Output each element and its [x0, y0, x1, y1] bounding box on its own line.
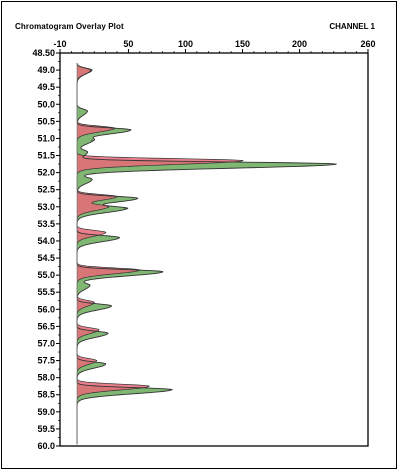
y-tick-label: 59.0: [37, 407, 55, 417]
x-tick-label: -10: [53, 39, 66, 49]
peak-point-red: [148, 385, 150, 387]
channel-label: CHANNEL 1: [329, 22, 375, 31]
peak-point-red: [95, 359, 98, 362]
series-green-line: [76, 63, 337, 445]
peak-point-green: [136, 197, 139, 199]
peak-point-green: [124, 207, 126, 210]
peak-point-green: [86, 151, 88, 153]
x-tick-label: 100: [178, 39, 193, 49]
y-tick-label: 54.0: [37, 236, 55, 246]
peak-point-green: [335, 163, 337, 165]
peak-point-red: [116, 195, 118, 198]
series-red-area: [77, 63, 243, 445]
y-tick-label: 59.5: [37, 424, 55, 434]
y-tick-label: 52.0: [37, 168, 55, 178]
peak-point-red: [114, 127, 116, 129]
x-tick-label: 200: [292, 39, 307, 49]
y-tick-label: 56.0: [37, 304, 55, 314]
peak-point-green: [86, 110, 88, 112]
y-tick-label: 56.5: [37, 321, 55, 331]
peak-point-red: [241, 160, 244, 162]
y-tick-label: 49.0: [37, 65, 55, 75]
x-tick-label: 260: [360, 39, 375, 49]
y-tick-label: 50.0: [37, 99, 55, 109]
peak-point-green: [105, 363, 107, 365]
y-tick-label: 57.0: [37, 338, 55, 348]
peak-point-red: [107, 206, 109, 208]
peak-point-red: [93, 301, 95, 304]
y-tick-label: 51.5: [37, 151, 55, 161]
peak-point-red: [98, 329, 100, 331]
y-tick-label: 53.5: [37, 219, 55, 229]
y-tick-label: 51.0: [37, 133, 55, 143]
y-tick-label: 49.5: [37, 82, 55, 92]
peak-point-green: [90, 69, 92, 71]
chart-title: Chromatogram Overlay Plot: [15, 22, 124, 31]
y-tick-label: 60.0: [37, 441, 55, 451]
peak-point-green: [107, 332, 109, 334]
x-tick-label: 150: [235, 39, 250, 49]
peak-point-green: [91, 178, 93, 181]
x-tick-label: 50: [123, 39, 133, 49]
peak-point-red: [139, 269, 141, 271]
peak-point-green: [118, 236, 120, 239]
peak-point-red: [91, 69, 93, 71]
y-tick-label: 55.5: [37, 287, 55, 297]
y-tick-label: 54.5: [37, 253, 55, 263]
peak-point-red: [105, 231, 107, 234]
peak-point-green: [162, 271, 164, 273]
peak-point-green: [91, 139, 93, 141]
y-tick-label: 58.0: [37, 373, 55, 383]
peak-point-green: [171, 389, 173, 391]
y-tick-label: 50.5: [37, 116, 55, 126]
peak-point-green: [130, 129, 132, 131]
y-tick-label: 53.0: [37, 202, 55, 212]
y-tick-label: 58.5: [37, 390, 55, 400]
y-tick-label: 48.50: [32, 48, 55, 58]
peak-point-green: [110, 305, 112, 307]
y-tick-label: 52.5: [37, 185, 55, 195]
y-tick-label: 55.0: [37, 270, 55, 280]
peak-point-green: [89, 284, 91, 286]
y-tick-label: 57.5: [37, 356, 55, 366]
